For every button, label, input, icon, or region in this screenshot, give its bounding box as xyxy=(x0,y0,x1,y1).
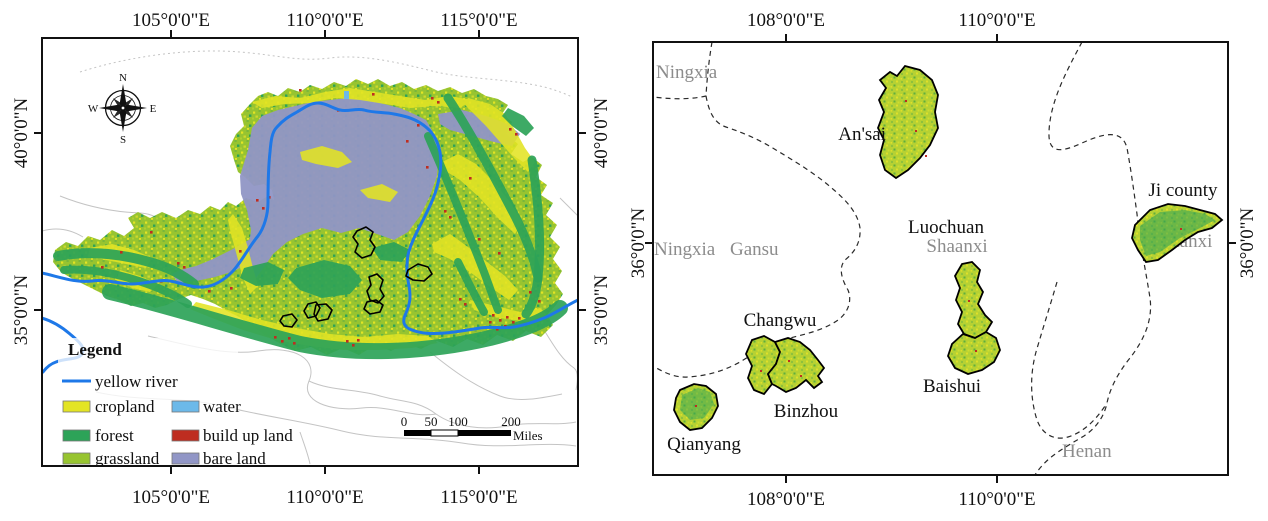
province-label-ningxia-mid: Ningxia xyxy=(654,239,716,260)
axis-label: 35°0'0"N xyxy=(591,274,612,345)
legend-swatch-cropland xyxy=(62,400,91,413)
water-patch xyxy=(344,91,349,99)
axis-label: 110°0'0"E xyxy=(286,10,363,31)
province-borders-right xyxy=(653,42,1152,475)
county-label-ansai: An'sai xyxy=(838,124,886,145)
legend: Legend yellow river cropland water fores… xyxy=(58,338,293,468)
compass-rose: N E S W xyxy=(88,72,157,146)
county-outline-binzhou xyxy=(313,303,333,322)
axis-label: 108°0'0"E xyxy=(747,489,825,510)
legend-label-bareland: bare land xyxy=(203,449,266,468)
left-map-frame xyxy=(41,37,579,467)
county-label-baishui: Baishui xyxy=(923,376,981,397)
axis-label: 108°0'0"E xyxy=(747,10,825,31)
scalebar-tick-200: 200 xyxy=(501,414,521,429)
axis-label: 36°0'0"N xyxy=(1237,207,1258,278)
compass-south-label: S xyxy=(120,134,126,146)
county-label-luochuan: Luochuan xyxy=(908,217,984,238)
province-label-gansu: Gansu xyxy=(730,239,779,260)
legend-swatch-water xyxy=(171,400,200,413)
cropland-patches xyxy=(88,88,548,350)
scalebar-unit: Miles xyxy=(513,428,543,443)
right-map-frame xyxy=(652,41,1229,476)
axis-label: 105°0'0"E xyxy=(132,487,210,508)
county-shapes xyxy=(673,64,1224,431)
right-panel-axis-labels: 108°0'0"E 110°0'0"E 108°0'0"E 110°0'0"E … xyxy=(628,10,1258,510)
scalebar-tick-50: 50 xyxy=(425,414,438,429)
county-labels: An'sai Ji county Luochuan Baishui Changw… xyxy=(667,124,1218,455)
county-outline-baishui xyxy=(363,299,384,315)
county-shape-luochuan xyxy=(953,261,994,339)
county-label-ji: Ji county xyxy=(1148,180,1218,201)
axis-label: 115°0'0"E xyxy=(440,10,517,31)
legend-label-cropland: cropland xyxy=(95,397,155,416)
compass-east-label: E xyxy=(150,103,157,115)
legend-label-water: water xyxy=(203,397,241,416)
forest-patches xyxy=(53,93,568,360)
legend-swatch-forest xyxy=(62,429,91,442)
county-label-binzhou: Binzhou xyxy=(774,401,839,422)
county-forest-accent xyxy=(680,388,714,420)
legend-label-grassland: grassland xyxy=(95,449,160,468)
study-county-outlines-left xyxy=(279,226,433,328)
axis-label: 110°0'0"E xyxy=(958,489,1035,510)
county-shape-binzhou xyxy=(766,337,826,394)
axis-label: 115°0'0"E xyxy=(440,487,517,508)
right-panel-ticks xyxy=(645,34,1236,483)
right-map-panel: Shaanxi Shanxi Ningxia Ningxia Gansu xyxy=(628,10,1258,510)
scale-bar: 0 50 100 200 Miles xyxy=(401,414,543,443)
province-label-henan: Henan xyxy=(1062,441,1112,462)
left-panel-ticks xyxy=(34,30,586,474)
province-label-ningxia-top: Ningxia xyxy=(656,62,718,83)
yellow-river-line xyxy=(42,101,578,336)
axis-label: 40°0'0"N xyxy=(11,97,32,168)
scalebar-tick-0: 0 xyxy=(401,414,408,429)
axis-label: 105°0'0"E xyxy=(132,10,210,31)
compass-north-label: N xyxy=(119,72,127,84)
axis-label: 35°0'0"N xyxy=(11,274,32,345)
axis-label: 110°0'0"E xyxy=(958,10,1035,31)
scalebar-segment xyxy=(404,430,431,436)
axis-label: 36°0'0"N xyxy=(628,207,649,278)
left-panel-axis-labels: 105°0'0"E 110°0'0"E 115°0'0"E 105°0'0"E … xyxy=(11,10,612,508)
county-shape-ansai xyxy=(877,64,939,180)
county-forest-accent xyxy=(1140,210,1215,256)
compass-star xyxy=(99,84,147,132)
county-outline-luochuan xyxy=(366,273,385,304)
legend-swatch-bareland xyxy=(171,452,200,465)
legend-swatch-grassland xyxy=(62,452,91,465)
province-label-shaanxi: Shaanxi xyxy=(926,236,987,257)
legend-title: Legend xyxy=(68,340,122,359)
county-shape-baishui xyxy=(947,330,1001,375)
legend-swatch-buildup xyxy=(171,429,200,442)
left-map-panel: Legend yellow river cropland water fores… xyxy=(11,10,612,508)
county-builtup-dots xyxy=(695,100,1182,407)
legend-label-forest: forest xyxy=(95,426,134,445)
loess-plateau-region xyxy=(53,79,568,360)
county-outline-ji xyxy=(405,263,433,282)
axis-label: 110°0'0"E xyxy=(286,487,363,508)
scalebar-segment xyxy=(458,430,511,436)
county-label-qianyang: Qianyang xyxy=(667,434,741,455)
scalebar-tick-100: 100 xyxy=(448,414,468,429)
scalebar-segment xyxy=(430,429,459,437)
legend-river-label: yellow river xyxy=(95,372,178,391)
county-outline-ansai xyxy=(352,226,376,259)
county-outline-qianyang xyxy=(279,313,298,328)
axis-label: 40°0'0"N xyxy=(591,97,612,168)
county-label-changwu: Changwu xyxy=(744,310,817,331)
legend-label-buildup: build up land xyxy=(203,426,293,445)
compass-west-label: W xyxy=(88,103,99,115)
